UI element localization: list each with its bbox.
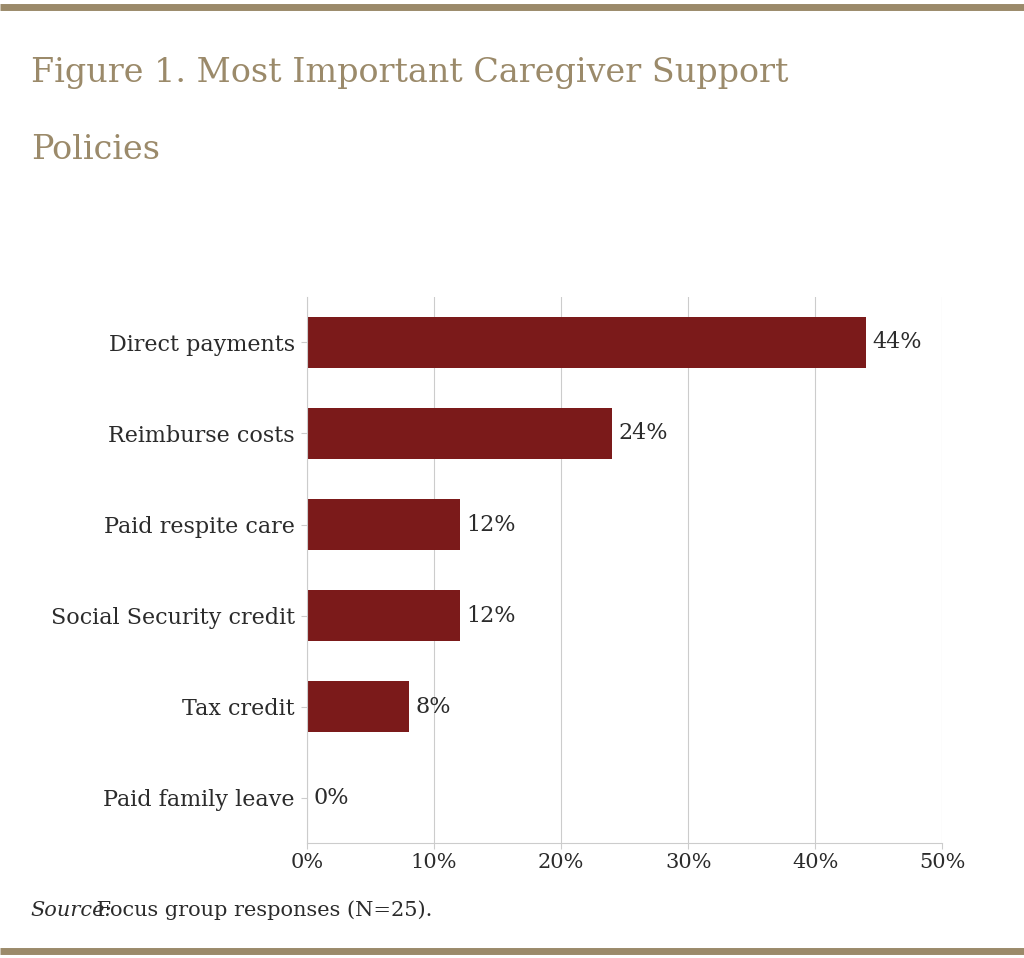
- Text: 24%: 24%: [618, 422, 668, 445]
- Text: Figure 1. Most Important Caregiver Support: Figure 1. Most Important Caregiver Suppo…: [31, 57, 788, 89]
- Text: 12%: 12%: [466, 513, 515, 536]
- Text: 0%: 0%: [313, 787, 349, 809]
- Text: Policies: Policies: [31, 134, 160, 166]
- Text: 8%: 8%: [415, 696, 451, 718]
- Text: Focus group responses (N=25).: Focus group responses (N=25).: [90, 900, 432, 920]
- Bar: [307, 408, 612, 459]
- Text: Source:: Source:: [31, 901, 113, 920]
- Bar: [307, 499, 460, 550]
- Bar: [307, 681, 409, 732]
- Text: 12%: 12%: [466, 604, 515, 627]
- Bar: [307, 590, 460, 641]
- Text: 44%: 44%: [872, 331, 922, 354]
- Bar: [307, 317, 866, 368]
